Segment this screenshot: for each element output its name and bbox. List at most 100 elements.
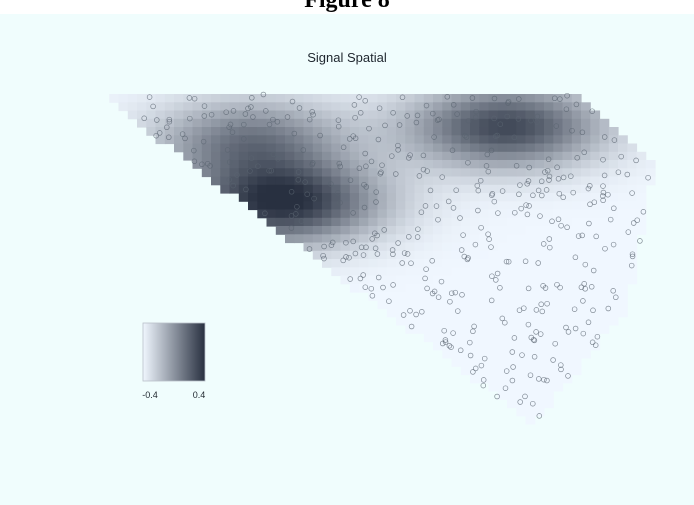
sample-marker: [406, 234, 412, 240]
heatmap-cell: [312, 127, 323, 136]
heatmap-cell: [507, 94, 517, 103]
heatmap-cell: [553, 292, 564, 301]
sample-marker: [382, 122, 388, 129]
heatmap-cell: [553, 217, 564, 227]
heatmap-cell: [359, 151, 369, 161]
heatmap-cell: [164, 118, 175, 128]
heatmap-cell: [285, 168, 295, 178]
sample-marker: [309, 161, 315, 168]
heatmap-cell: [442, 333, 453, 343]
heatmap-cell: [414, 300, 425, 310]
heatmap-cell: [396, 275, 406, 285]
heatmap-cell: [275, 135, 286, 145]
sample-marker: [414, 112, 421, 119]
heatmap-cell: [599, 217, 610, 227]
heatmap-cell: [553, 234, 564, 244]
heatmap-cell: [294, 176, 305, 186]
heatmap-cell: [599, 316, 610, 326]
heatmap-cell: [497, 391, 508, 400]
heatmap-cell: [544, 242, 554, 252]
sample-marker: [474, 182, 481, 189]
heatmap-cell: [294, 135, 305, 145]
heatmap-cell: [534, 193, 545, 202]
heatmap-cell: [340, 267, 351, 277]
heatmap-cell: [544, 118, 554, 128]
heatmap-cell: [414, 102, 425, 112]
sample-marker: [407, 308, 413, 314]
heatmap-cell: [303, 102, 314, 112]
heatmap-cell: [322, 234, 332, 244]
sample-marker: [457, 215, 463, 221]
heatmap-cell: [442, 127, 453, 136]
heatmap-cell: [571, 201, 582, 211]
heatmap-cell: [516, 160, 527, 169]
heatmap-cell: [433, 176, 443, 186]
heatmap-cell: [534, 316, 545, 326]
heatmap-cell: [423, 209, 434, 219]
heatmap-cell: [331, 193, 342, 202]
heatmap-cell: [581, 102, 591, 112]
heatmap-cell: [497, 217, 508, 227]
sample-marker: [329, 239, 336, 246]
heatmap-cell: [368, 292, 379, 301]
heatmap-cell: [497, 382, 508, 392]
sample-marker: [366, 125, 372, 132]
heatmap-cell: [562, 292, 573, 301]
heatmap-cell: [608, 151, 619, 161]
heatmap-cell: [192, 160, 203, 169]
sample-marker: [427, 187, 434, 194]
heatmap-cell: [460, 366, 471, 376]
heatmap-cell: [396, 127, 406, 136]
heatmap-cell: [618, 217, 628, 227]
heatmap-cell: [581, 300, 591, 310]
heatmap-cell: [599, 151, 610, 161]
sample-marker: [518, 205, 524, 212]
sample-marker: [489, 192, 495, 198]
heatmap-cell: [349, 209, 360, 219]
heatmap-cell: [507, 283, 517, 293]
heatmap-cell: [433, 226, 443, 235]
heatmap-cell: [211, 118, 221, 128]
heatmap-cell: [257, 143, 268, 153]
sample-marker: [544, 167, 551, 174]
heatmap-cell: [618, 242, 628, 252]
heatmap-cell: [377, 242, 388, 252]
heatmap-cell: [192, 151, 203, 161]
heatmap-cell: [349, 160, 360, 169]
heatmap-cell: [386, 259, 397, 268]
heatmap-cell: [423, 292, 434, 301]
sample-marker: [401, 250, 408, 256]
heatmap-cell: [414, 127, 425, 136]
heatmap-cell: [405, 193, 416, 202]
heatmap-cell: [183, 143, 194, 153]
heatmap-cell: [248, 201, 258, 211]
heatmap-cell: [497, 300, 508, 310]
heatmap-cell: [460, 349, 471, 359]
heatmap-cell: [303, 118, 314, 128]
heatmap-cell: [534, 391, 545, 400]
heatmap-cell: [405, 250, 416, 260]
heatmap-cell: [405, 300, 416, 310]
heatmap-cell: [562, 333, 573, 343]
heatmap-cell: [451, 143, 462, 153]
sample-marker: [587, 201, 593, 208]
sample-marker: [551, 95, 558, 102]
heatmap-cell: [451, 325, 462, 334]
sample-marker: [363, 184, 370, 190]
heatmap-cell: [174, 127, 184, 136]
heatmap-cell: [488, 94, 499, 103]
heatmap-cell: [470, 201, 480, 211]
heatmap-cell: [312, 193, 323, 202]
heatmap-cell: [285, 127, 295, 136]
sample-marker: [628, 262, 635, 269]
heatmap-cell: [608, 250, 619, 260]
heatmap-cell: [553, 151, 564, 161]
heatmap-cell: [312, 184, 323, 194]
sample-marker: [293, 211, 299, 217]
sample-marker: [350, 210, 356, 216]
heatmap-cell: [525, 382, 536, 392]
heatmap-cell: [442, 110, 453, 120]
sample-marker: [207, 163, 213, 169]
heatmap-cell: [294, 143, 305, 153]
heatmap-cell: [553, 168, 564, 178]
